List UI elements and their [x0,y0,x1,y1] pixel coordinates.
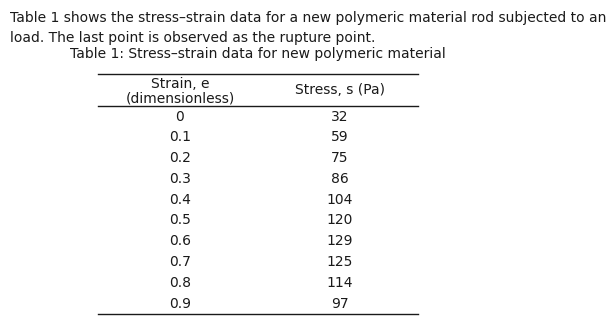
Text: 32: 32 [331,110,349,124]
Text: 0.7: 0.7 [169,255,191,269]
Text: 129: 129 [327,234,353,248]
Text: Table 1 shows the stress–strain data for a new polymeric material rod subjected : Table 1 shows the stress–strain data for… [10,11,611,45]
Text: 0.6: 0.6 [169,234,191,248]
Text: 104: 104 [327,193,353,207]
Text: 0.8: 0.8 [169,276,191,290]
Text: 0: 0 [175,110,185,124]
Text: 125: 125 [327,255,353,269]
Text: 0.9: 0.9 [169,296,191,311]
Text: Strain, e: Strain, e [151,77,209,91]
Text: Stress, s (Pa): Stress, s (Pa) [295,83,385,97]
Text: 120: 120 [327,214,353,227]
Text: 114: 114 [327,276,353,290]
Text: 97: 97 [331,296,349,311]
Text: 0.4: 0.4 [169,193,191,207]
Text: 0.1: 0.1 [169,130,191,144]
Text: Table 1: Stress–strain data for new polymeric material: Table 1: Stress–strain data for new poly… [70,47,445,61]
Text: (dimensionless): (dimensionless) [125,92,235,106]
Text: 0.2: 0.2 [169,151,191,165]
Text: 59: 59 [331,130,349,144]
Text: 75: 75 [331,151,349,165]
Text: 0.3: 0.3 [169,172,191,186]
Text: 86: 86 [331,172,349,186]
Text: 0.5: 0.5 [169,214,191,227]
